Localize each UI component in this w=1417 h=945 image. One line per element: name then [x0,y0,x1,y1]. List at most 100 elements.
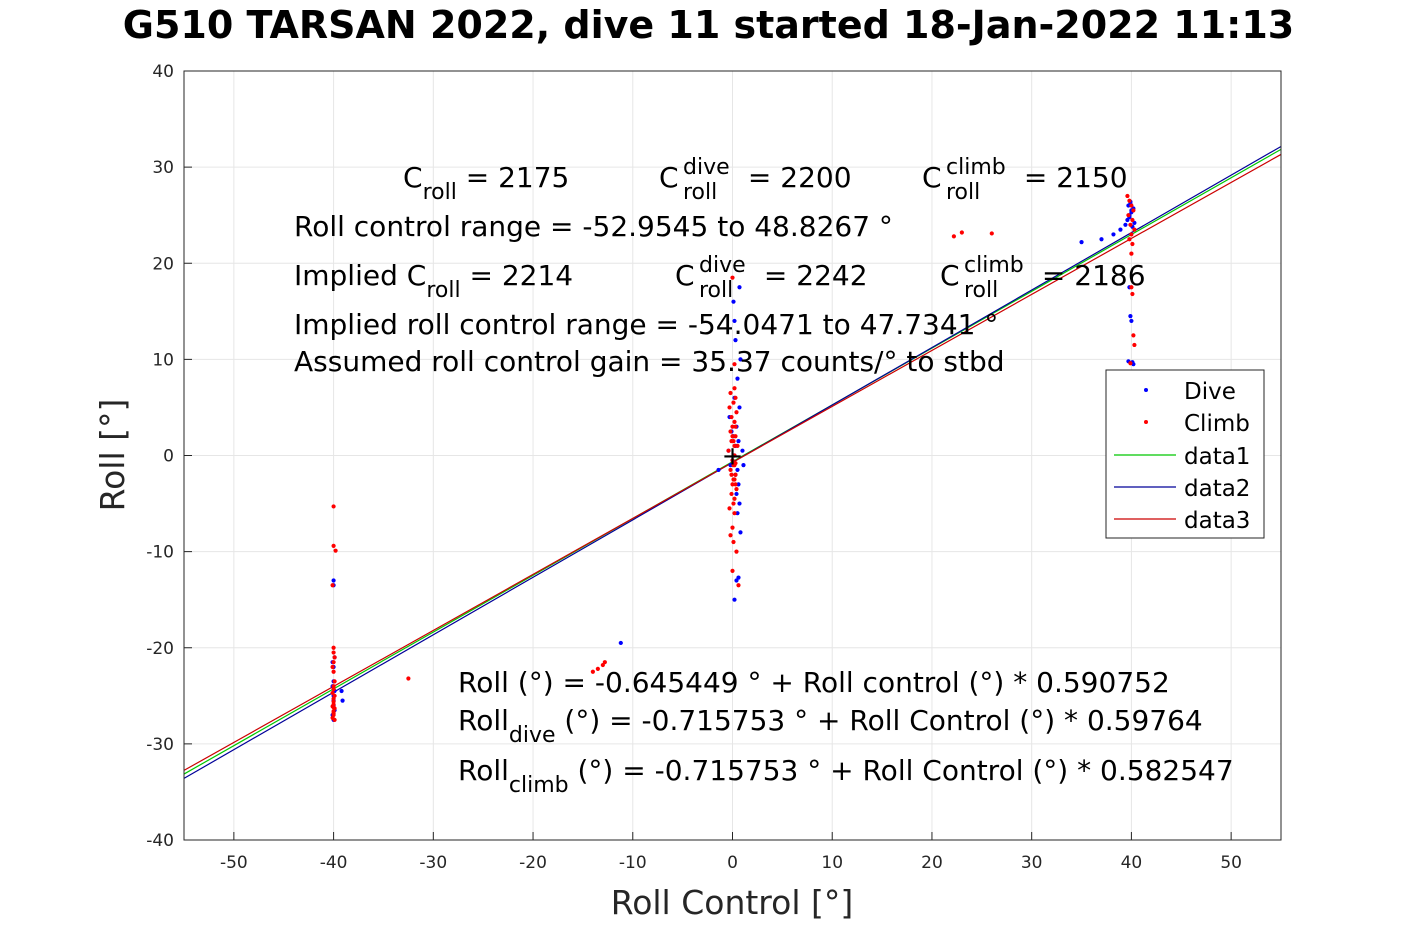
point-climb [731,501,736,506]
plot-frame [183,70,1282,841]
point-climb [1129,285,1134,290]
point-climb [333,548,338,553]
point-dive [716,467,721,473]
y-tick-label: -30 [146,735,174,755]
legend-label-data3: data3 [1184,508,1250,534]
point-dive [618,640,623,646]
x-tick-label: 30 [1021,853,1043,873]
y-tick-label: 30 [152,158,174,178]
point-dive [735,467,740,473]
point-dive [1123,222,1128,227]
x-tick-label: 0 [727,853,738,873]
point-climb [1128,222,1133,227]
point-climb [730,525,735,530]
point-climb [331,696,336,701]
point-climb [733,434,738,439]
point-climb [331,699,336,704]
point-dive [339,688,344,694]
point-climb [728,467,733,473]
point-climb [730,458,735,463]
annotation-fit-dive: Rolldive (°) = -0.715753 ° + Roll Contro… [458,704,1203,748]
point-climb [726,448,731,453]
point-climb [1130,241,1135,247]
point-climb [731,453,736,458]
point-climb [330,583,335,588]
legend-box [1105,369,1265,539]
point-dive [737,501,742,506]
point-climb [332,717,337,722]
point-dive [340,698,345,703]
point-climb [1132,342,1137,348]
point-climb [732,419,737,424]
point-climb [731,477,736,482]
point-dive [736,482,741,487]
plot-data: + [183,145,1282,779]
point-dive [737,405,742,410]
point-climb [728,429,733,434]
center-marker: + [722,442,744,472]
point-climb [330,664,335,670]
point-dive [1129,318,1134,324]
annotation-range: Roll control range = -52.9545 to 48.8267… [294,210,893,243]
point-climb [1129,232,1134,237]
point-dive [733,338,738,343]
point-climb [733,472,738,477]
point-climb [1129,203,1134,208]
point-dive [735,376,740,381]
point-climb [733,395,738,400]
annotation-fit: Roll (°) = -0.645449 ° + Roll control (°… [458,666,1170,699]
x-tick-label: -20 [519,853,547,873]
legend-marker-dive [1144,388,1148,392]
point-climb [1129,251,1134,256]
point-climb [729,491,734,497]
point-dive [1079,240,1084,245]
point-climb [331,650,336,655]
point-climb [989,231,994,236]
point-dive [738,357,743,362]
point-climb [730,434,735,439]
annotation-implied-range: Implied roll control range = -54.0471 to… [294,308,998,341]
point-dive [738,530,743,535]
point-climb [732,443,737,448]
point-climb [332,655,337,660]
point-climb [727,506,732,511]
point-climb [406,676,411,681]
point-dive [740,448,745,453]
point-climb [1127,237,1132,242]
x-tick-label: -10 [619,853,647,873]
point-dive [1118,227,1123,232]
point-climb [331,645,336,650]
x-axis-label: Roll Control [°] [611,883,854,922]
y-tick-label: -40 [146,831,174,851]
annotation-fit-climb: Rollclimb (°) = -0.715753 ° + Roll Contr… [458,754,1234,798]
y-tick-label: 0 [163,447,174,467]
point-climb [734,410,739,415]
point-dive [732,318,737,324]
point-dive [741,463,746,468]
x-tick-label: -30 [419,853,447,873]
point-climb [730,568,735,573]
axis-ticks: -50 -40 -30 -20 -10 0 10 20 30 40 50 -40 -30 -20 -10 0 1… [146,62,1242,873]
annotation-c-roll: Croll = 2175 [403,161,569,205]
point-climb [730,482,735,487]
x-tick-label: 20 [921,853,943,873]
legend: Dive Climb data1 data2 data3 [1105,369,1265,539]
legend-label-data2: data2 [1184,476,1250,502]
point-dive [735,511,740,516]
point-dive [728,463,733,468]
point-climb [731,539,736,545]
point-dive [1099,237,1104,242]
point-climb [730,275,735,280]
y-tick-label: 20 [152,254,174,274]
point-climb [729,438,734,444]
point-climb [1126,213,1131,218]
legend-label-dive: Dive [1184,379,1236,405]
point-climb [730,424,735,429]
point-dive [736,438,741,444]
legend-label-data1: data1 [1184,444,1250,470]
point-climb [1128,361,1133,366]
y-tick-label: 40 [152,62,174,82]
legend-marker-climb [1144,420,1148,424]
